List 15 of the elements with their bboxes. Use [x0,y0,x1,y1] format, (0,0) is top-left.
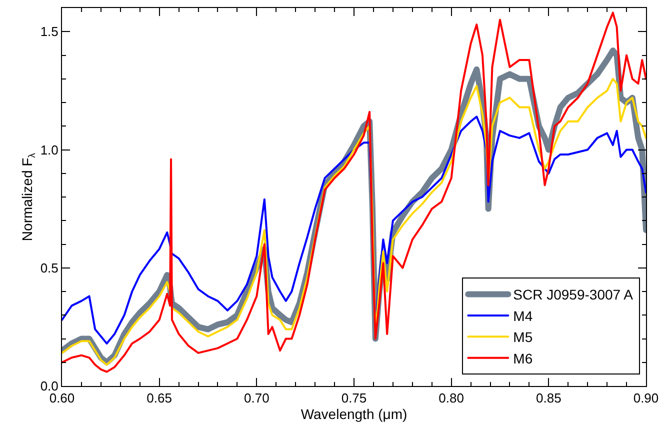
x-axis-title: Wavelength (μm) [300,406,408,422]
x-tick-label: 0.65 [146,390,172,406]
x-tick-label: 0.75 [341,390,367,406]
line-series [62,116,646,344]
x-tick-label: 0.85 [536,390,562,406]
legend-label: SCR J0959-3007 A [513,286,634,303]
y-tick-label: 0.5 [40,260,58,276]
x-tick-label: 0.90 [633,390,659,406]
y-tick-label: 1.0 [40,142,58,158]
x-tick-label: 0.80 [438,390,464,406]
x-tick-label: 0.70 [244,390,270,406]
legend-label: M5 [513,329,533,346]
y-tick-label: 1.5 [40,24,58,40]
legend-label: M6 [513,350,533,366]
legend-label: M4 [513,308,533,324]
